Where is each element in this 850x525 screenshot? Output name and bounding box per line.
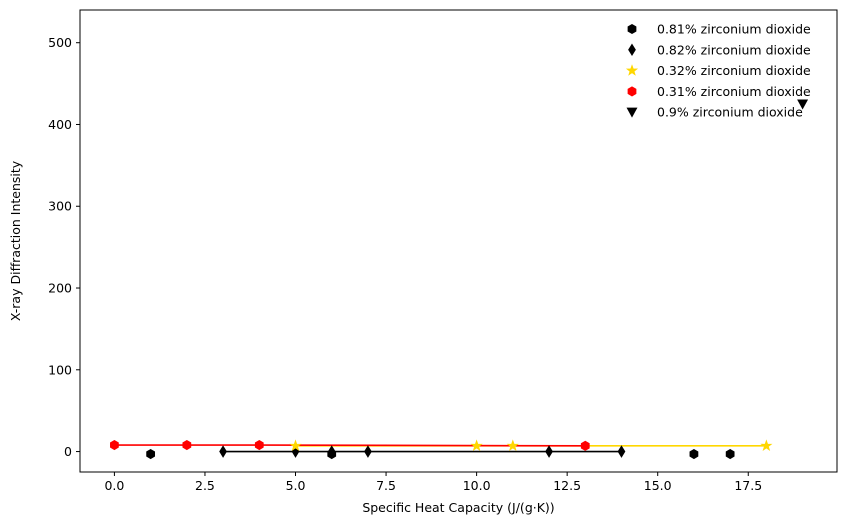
y-tick-label: 0: [64, 444, 72, 459]
data-point-series-0: [689, 448, 699, 460]
data-point-series-0: [146, 448, 156, 460]
x-axis-ticks: 0.0 2.5 5.0 7.5 10.0 12.5 15.0 17.5: [104, 472, 762, 493]
y-tick-label: 400: [48, 117, 72, 132]
data-point-series-2: [289, 439, 302, 452]
y-axis-label: X-ray Diffraction Intensity: [8, 160, 23, 321]
data-point-series-3: [182, 439, 192, 451]
legend-marker: [625, 64, 639, 76]
x-tick-label: 2.5: [195, 478, 215, 493]
data-point-series-2: [470, 439, 483, 452]
y-axis-ticks: 0 100 200 300 400 500: [48, 35, 80, 459]
legend-label: 0.32% zirconium dioxide: [657, 63, 811, 78]
x-tick-label: 0.0: [104, 478, 124, 493]
legend-marker: [627, 23, 637, 35]
plot-frame: [79, 9, 838, 473]
data-point-series-2: [506, 439, 519, 452]
series-markers: [110, 99, 809, 460]
x-tick-label: 17.5: [734, 478, 762, 493]
data-point-series-1: [219, 445, 227, 458]
series-line-3: [114, 444, 586, 447]
legend-label: 0.31% zirconium dioxide: [657, 84, 811, 99]
legend-label: 0.82% zirconium dioxide: [657, 42, 811, 57]
y-tick-label: 300: [48, 199, 72, 214]
data-point-series-4: [797, 99, 809, 110]
x-tick-label: 15.0: [644, 478, 672, 493]
x-tick-label: 7.5: [376, 478, 396, 493]
y-tick-label: 500: [48, 35, 72, 50]
y-tick-label: 100: [48, 362, 72, 377]
legend-label: 0.9% zirconium dioxide: [657, 105, 803, 120]
data-point-series-3: [580, 440, 590, 451]
data-point-series-3: [254, 439, 264, 451]
data-point-series-1: [364, 445, 372, 458]
data-point-series-2: [760, 439, 773, 452]
x-tick-label: 12.5: [553, 478, 581, 493]
x-tick-label: 5.0: [286, 478, 306, 493]
x-tick-label: 10.0: [463, 478, 491, 493]
data-point-series-1: [327, 445, 336, 458]
data-point-series-3: [110, 439, 119, 451]
data-point-series-0: [725, 448, 735, 460]
data-point-series-1: [545, 445, 553, 458]
legend-marker: [628, 43, 636, 57]
legend-label: 0.81% zirconium dioxide: [657, 22, 811, 37]
legend-marker: [626, 107, 638, 118]
legend-marker: [627, 86, 637, 97]
legend: 0.81% zirconium dioxide 0.82% zirconium d…: [625, 22, 811, 120]
series-lines: [114, 444, 767, 453]
x-axis-label: Specific Heat Capacity (J/(g·K)): [362, 500, 554, 515]
y-tick-label: 200: [48, 281, 72, 296]
data-point-series-1: [617, 445, 626, 458]
